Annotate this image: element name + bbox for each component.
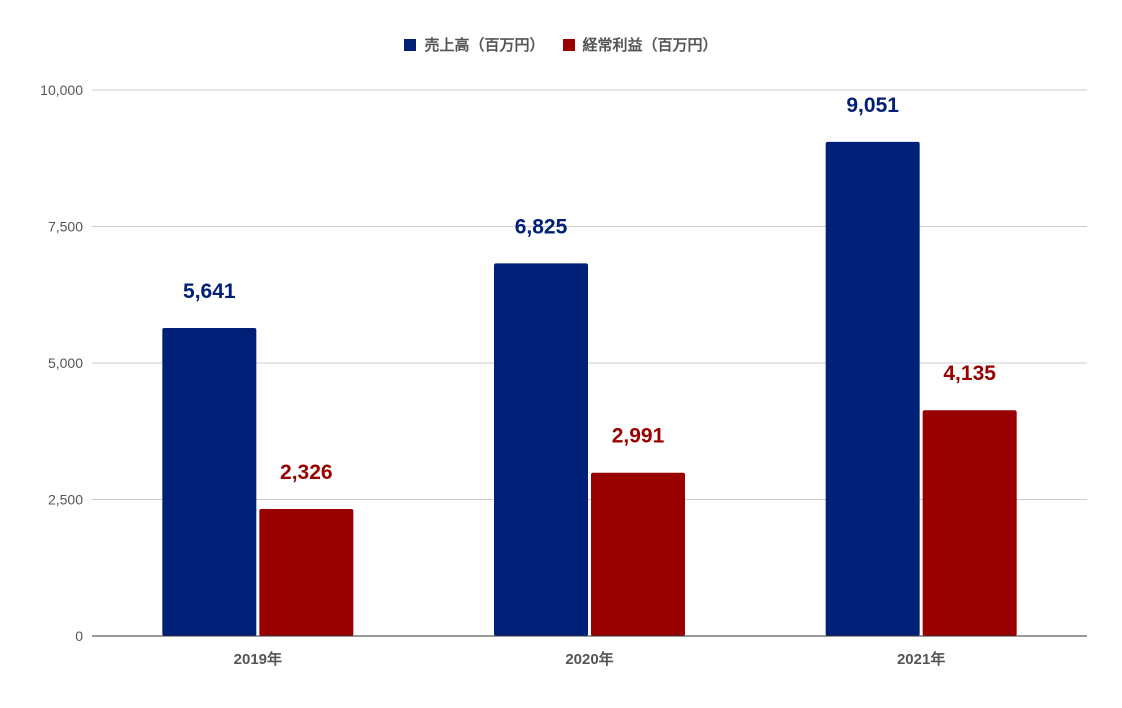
data-label: 2,326 [280,461,333,484]
data-label: 4,135 [943,362,996,385]
legend-swatch-ordinary-profit [562,38,575,51]
chart-legend: 売上高（百万円） 経常利益（百万円） [0,34,1122,55]
y-tick-label: 10,000 [40,82,83,98]
data-label: 2,991 [612,425,665,448]
bar-ordinary-profit [259,509,354,636]
bar-sales [494,263,588,636]
legend-label-sales: 売上高（百万円） [424,37,545,54]
data-label: 9,051 [846,94,899,117]
legend-item-sales[interactable]: 売上高（百万円） [404,34,545,55]
y-tick-label: 2,500 [48,492,83,508]
grid-layer [92,89,1087,500]
y-tick-label: 0 [75,628,83,644]
x-tick-label: 2021年 [897,650,945,668]
bar-sales [162,328,257,636]
axis-layer: 0 2,500 5,000 7,500 10,000 2019年 2020年 2021年 [40,82,1087,668]
legend-label-ordinary-profit: 経常利益（百万円） [582,37,718,54]
bar-ordinary-profit [922,410,1017,636]
x-tick-label: 2019年 [234,650,282,668]
y-tick-label: 5,000 [48,355,83,371]
bar-ordinary-profit [591,472,685,636]
legend-item-ordinary-profit[interactable]: 経常利益（百万円） [562,34,718,55]
bar-layer [162,141,1017,636]
x-tick-label: 2020年 [565,650,613,668]
data-label: 5,641 [183,280,236,303]
label-layer: 5,641 2,326 6,825 2,991 9,051 4,135 [183,94,996,484]
y-tick-label: 7,500 [48,219,83,235]
data-label: 6,825 [515,215,568,238]
bar-sales [825,141,920,636]
legend-swatch-sales [404,38,417,51]
